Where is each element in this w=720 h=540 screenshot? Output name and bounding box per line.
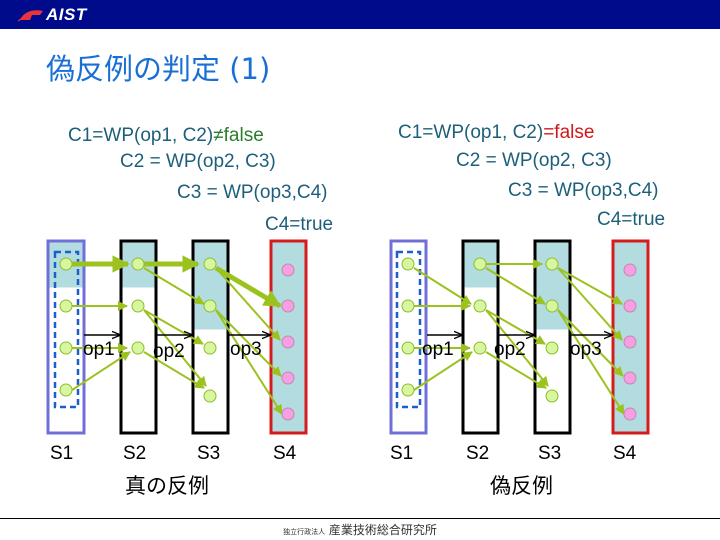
left-s3-label: S3 (197, 443, 221, 464)
right-transition-edges (413, 259, 625, 415)
dashed-selection (395, 250, 422, 409)
dashed-selection (53, 250, 80, 409)
formula-text: C1=WP(op1, C2) (68, 125, 214, 146)
right-pink-nodes (623, 263, 637, 421)
left-s1-label: S1 (50, 443, 74, 464)
footer-org: 独立行政法人 産業技術総合研究所 (0, 521, 720, 538)
right-formula-c1: C1=WP(op1, C2)=false (398, 122, 594, 144)
formula-text: C1=WP(op1, C2) (398, 122, 544, 143)
right-op2-label: op2 (494, 339, 526, 360)
right-op3-label: op3 (570, 339, 602, 360)
left-caption-true-counterexample: 真の反例 (125, 474, 209, 498)
left-formula-c3: C3 = WP(op3,C4) (177, 182, 328, 203)
right-caption-spurious-counterexample: 偽反例 (490, 474, 553, 498)
left-diagram (46, 239, 308, 435)
header-bar: AIST (0, 0, 720, 29)
page-title: 偽反例の判定 (1) (46, 52, 271, 86)
left-formula-c4: C4=true (265, 214, 334, 235)
right-s2-label: S2 (466, 443, 490, 464)
footer-org-prefix: 独立行政法人 (283, 528, 326, 536)
right-formula-c2: C2 = WP(op2, C3) (456, 150, 612, 171)
right-s3-label: S3 (538, 443, 562, 464)
left-green-nodes (59, 257, 217, 403)
right-formula-c3: C3 = WP(op3,C4) (508, 180, 659, 201)
left-transition-edges (71, 255, 283, 415)
logo-text: AIST (46, 4, 87, 24)
footer-org-name: 産業技術総合研究所 (328, 523, 437, 537)
right-s1-label: S1 (390, 443, 414, 464)
left-pink-nodes (281, 263, 295, 421)
left-s2-label: S2 (123, 443, 147, 464)
left-state-s1 (46, 239, 86, 435)
left-formula-c1: C1=WP(op1, C2)≠false (68, 125, 264, 147)
right-state-s2 (461, 239, 500, 435)
right-diagram (389, 239, 650, 435)
footer-divider (0, 518, 720, 519)
left-op1-label: op1 (83, 339, 115, 360)
left-op2-label: op2 (153, 341, 185, 362)
aist-logo: AIST (18, 4, 87, 25)
formula-eq-false: =false (543, 122, 595, 143)
right-s4-label: S4 (613, 443, 637, 464)
right-green-nodes (401, 257, 559, 403)
aist-logo-icon (18, 9, 43, 21)
formula-neq-false: ≠false (213, 125, 264, 146)
right-op1-label: op1 (422, 339, 454, 360)
left-formula-c2: C2 = WP(op2, C3) (120, 151, 276, 172)
left-s4-label: S4 (273, 443, 297, 464)
left-op3-label: op3 (230, 339, 262, 360)
right-formula-c4: C4=true (597, 209, 666, 230)
